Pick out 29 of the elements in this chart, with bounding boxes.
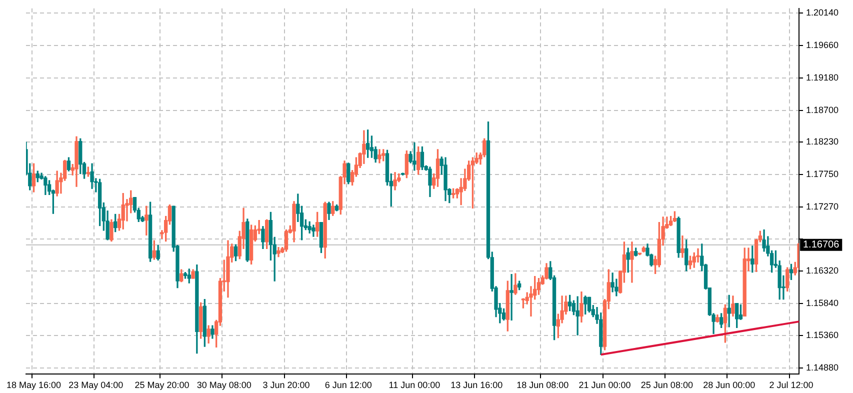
- candlestick: [680, 236, 684, 258]
- x-tick-label: 18 May 16:00: [6, 380, 62, 390]
- y-tick-label: 1.17750: [806, 168, 839, 179]
- x-tick-label: 25 May 20:00: [134, 380, 190, 390]
- x-tick-label: 3 Jun 20:00: [262, 380, 310, 390]
- y-tick-label: 1.18230: [806, 136, 839, 147]
- x-tick-label: 21 Jun 00:00: [578, 380, 631, 390]
- x-tick-label: 2 Jul 12:00: [769, 380, 814, 390]
- x-tick-label: 6 Jun 12:00: [324, 380, 372, 390]
- x-tick-label: 30 May 08:00: [196, 380, 252, 390]
- candlestick: [412, 142, 416, 171]
- x-tick-label: 25 Jun 08:00: [640, 380, 693, 390]
- x-tick-label: 11 Jun 00:00: [388, 380, 440, 390]
- x-tick-label: 23 May 04:00: [68, 380, 124, 390]
- y-tick-label: 1.19180: [806, 72, 839, 82]
- x-tick-label: 28 Jun 00:00: [703, 380, 756, 390]
- y-tick-label: 1.19660: [806, 40, 839, 50]
- candlestick: [510, 274, 514, 321]
- y-tick-label: 1.16320: [806, 265, 839, 276]
- ref-line-label: 1.16706: [803, 240, 840, 251]
- x-tick-label: 13 Jun 16:00: [450, 380, 503, 390]
- x-tick-label: 18 Jun 08:00: [516, 380, 569, 390]
- y-tick-label: 1.15360: [806, 330, 839, 340]
- y-tick-label: 1.18700: [806, 104, 839, 115]
- y-tick-label: 1.15840: [806, 298, 839, 308]
- candlestick: [630, 242, 634, 283]
- y-tick-label: 1.17270: [806, 201, 839, 212]
- y-tick-label: 1.14880: [806, 362, 839, 373]
- y-tick-label: 1.20140: [806, 8, 839, 18]
